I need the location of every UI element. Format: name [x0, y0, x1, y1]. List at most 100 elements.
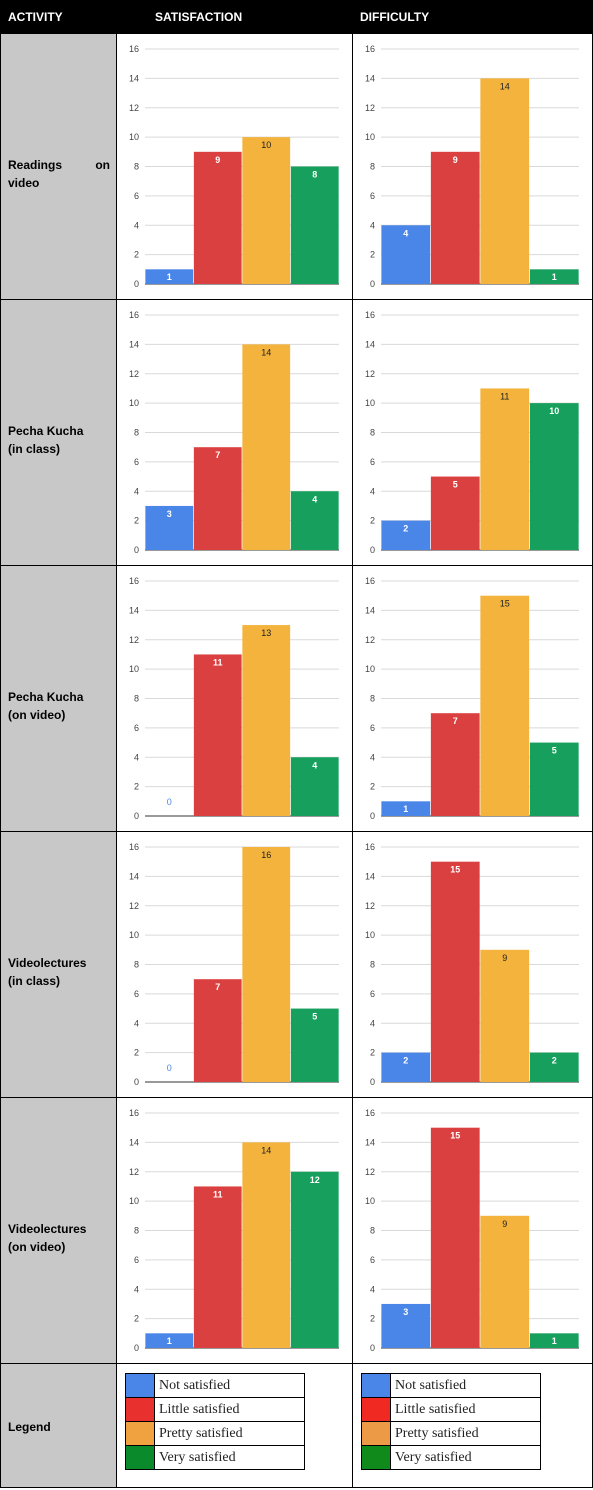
legend-row: Little satisfied — [361, 1397, 541, 1422]
bar — [529, 403, 579, 550]
bar — [529, 1333, 579, 1348]
y-tick-label: 8 — [134, 1226, 139, 1236]
bar-value-label: 1 — [552, 1336, 557, 1346]
row-label-cell: Readings on video — [0, 34, 117, 300]
bar-value-label: 3 — [167, 509, 172, 519]
y-tick-label: 4 — [370, 220, 375, 230]
bar-value-label: 1 — [167, 272, 172, 282]
y-tick-label: 12 — [129, 103, 139, 113]
y-tick-label: 0 — [134, 1343, 139, 1353]
y-tick-label: 0 — [370, 279, 375, 289]
y-tick-label: 2 — [370, 1048, 375, 1058]
y-tick-label: 16 — [365, 1108, 375, 1118]
bar — [430, 476, 480, 550]
y-tick-label: 12 — [365, 901, 375, 911]
bar — [290, 166, 339, 284]
bar-value-label: 7 — [453, 716, 458, 726]
bar — [430, 151, 480, 284]
y-tick-label: 8 — [370, 428, 375, 438]
y-tick-label: 16 — [365, 310, 375, 320]
y-tick-label: 14 — [365, 871, 375, 881]
y-tick-label: 2 — [134, 516, 139, 526]
legend-row: Not satisfied — [361, 1373, 541, 1398]
row-label-cell: Videolectures (on video) — [0, 1098, 117, 1364]
y-tick-label: 14 — [365, 1137, 375, 1147]
bar-value-label: 2 — [552, 1056, 557, 1066]
bar-value-label: 11 — [500, 391, 509, 401]
bar-chart: 0 2 4 6 8 10 12 14 16 1 7 15 5 — [365, 576, 579, 821]
y-tick-label: 0 — [370, 811, 375, 821]
y-tick-label: 6 — [370, 1255, 375, 1265]
legend-row: Little satisfied — [125, 1397, 305, 1422]
bar-value-label: 5 — [312, 1012, 317, 1022]
y-tick-label: 6 — [370, 989, 375, 999]
bar — [381, 801, 431, 816]
row-label-line: Pecha Kucha — [8, 690, 84, 704]
bar-value-label: 9 — [502, 953, 507, 963]
y-tick-label: 16 — [365, 44, 375, 54]
bar-value-label: 4 — [403, 228, 408, 238]
bar — [193, 654, 242, 816]
bar-chart: 0 2 4 6 8 10 12 14 16 3 7 14 4 — [129, 310, 339, 555]
y-tick-label: 14 — [129, 1137, 139, 1147]
y-tick-label: 2 — [370, 516, 375, 526]
bar-value-label: 15 — [450, 1131, 460, 1141]
bar — [480, 1215, 530, 1348]
y-tick-label: 0 — [134, 811, 139, 821]
bar-value-label: 12 — [310, 1175, 320, 1185]
y-tick-label: 2 — [134, 782, 139, 792]
bar — [145, 505, 194, 550]
bar-value-label: 14 — [261, 1145, 271, 1155]
y-tick-label: 10 — [129, 1196, 139, 1206]
row-label-line: Readings on — [8, 158, 110, 172]
bar-value-label: 7 — [215, 982, 220, 992]
y-tick-label: 12 — [365, 635, 375, 645]
bar — [242, 847, 291, 1082]
y-tick-label: 6 — [370, 191, 375, 201]
bar-value-label: 15 — [450, 865, 460, 875]
bar — [529, 742, 579, 816]
y-tick-label: 10 — [365, 664, 375, 674]
bar-value-label: 7 — [215, 450, 220, 460]
y-tick-label: 16 — [129, 44, 139, 54]
legend-table: Not satisfied Little satisfied Pretty sati… — [125, 1373, 305, 1470]
y-tick-label: 0 — [370, 1077, 375, 1087]
y-tick-label: 0 — [370, 545, 375, 555]
y-tick-label: 8 — [134, 694, 139, 704]
y-tick-label: 2 — [370, 1314, 375, 1324]
bar — [193, 447, 242, 550]
y-tick-label: 14 — [365, 605, 375, 615]
bar — [290, 1008, 339, 1082]
header-activity: ACTIVITY — [0, 0, 117, 34]
legend-item-label: Little satisfied — [154, 1397, 305, 1422]
legend-item-label: Very satisfied — [390, 1445, 541, 1470]
bar-value-label: 3 — [403, 1307, 408, 1317]
bar — [145, 269, 194, 284]
bar-chart: 0 2 4 6 8 10 12 14 16 2 15 9 2 — [365, 842, 579, 1087]
bar — [242, 625, 291, 816]
y-tick-label: 8 — [370, 162, 375, 172]
y-tick-label: 6 — [370, 457, 375, 467]
legend-swatch — [125, 1373, 155, 1398]
bar — [242, 137, 291, 284]
legend-item-label: Little satisfied — [390, 1397, 541, 1422]
y-tick-label: 0 — [134, 279, 139, 289]
y-tick-label: 14 — [365, 339, 375, 349]
y-tick-label: 16 — [129, 576, 139, 586]
y-tick-label: 4 — [134, 1284, 139, 1294]
chart-cell-satisfaction: 0 2 4 6 8 10 12 14 16 3 7 14 4 — [117, 300, 353, 566]
row-label-cell: Videolectures (in class) — [0, 832, 117, 1098]
chart-cell-difficulty: 0 2 4 6 8 10 12 14 16 4 9 14 1 — [353, 34, 593, 300]
chart-cell-difficulty: 0 2 4 6 8 10 12 14 16 2 5 11 10 — [353, 300, 593, 566]
y-tick-label: 2 — [134, 250, 139, 260]
y-tick-label: 10 — [129, 664, 139, 674]
bar — [381, 225, 431, 284]
chart-cell-satisfaction: 0 2 4 6 8 10 12 14 16 1 9 10 8 — [117, 34, 353, 300]
y-tick-label: 8 — [134, 162, 139, 172]
bar — [381, 1052, 431, 1082]
bar-value-label: 14 — [261, 347, 271, 357]
y-tick-label: 12 — [129, 1167, 139, 1177]
bar-value-label: 4 — [312, 494, 317, 504]
legend-swatch — [361, 1397, 391, 1422]
